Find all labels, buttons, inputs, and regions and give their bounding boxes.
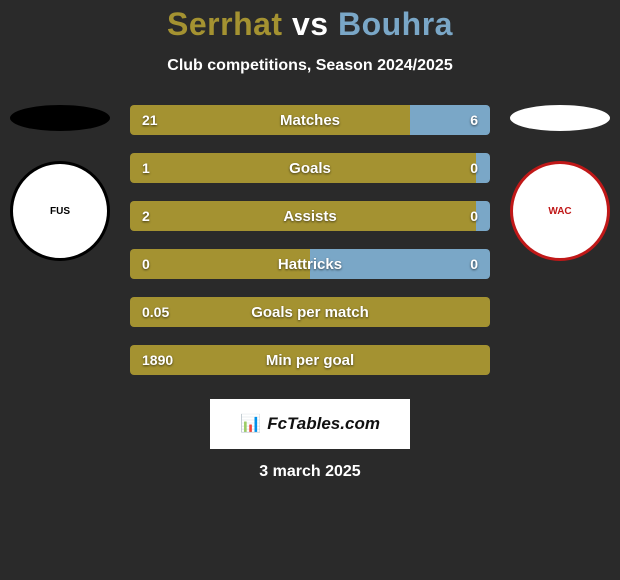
bar-row: Hattricks00 — [130, 249, 490, 279]
chart-icon: 📊 — [240, 414, 261, 434]
bar-seg-right — [410, 105, 490, 135]
bar-row: Matches216 — [130, 105, 490, 135]
title-right: Bouhra — [338, 6, 453, 42]
team-right-name: WAC — [548, 206, 571, 217]
team-right-oval — [510, 105, 610, 131]
bars-container: Matches216 Goals10 Assists20 Hattricks00 Goa… — [130, 105, 490, 375]
brand-text: FcTables.com — [267, 414, 380, 434]
team-left-name: FUS — [50, 206, 70, 217]
subtitle: Club competitions, Season 2024/2025 — [0, 57, 620, 75]
bar-seg-left — [130, 297, 490, 327]
bar-seg-left — [130, 249, 310, 279]
title-vs: vs — [283, 6, 338, 42]
bar-row: Assists20 — [130, 201, 490, 231]
bar-seg-left — [130, 345, 490, 375]
title-left: Serrhat — [167, 6, 283, 42]
bar-seg-right — [476, 201, 490, 231]
bar-seg-left — [130, 153, 476, 183]
comparison-card: Serrhat vs Bouhra Club competitions, Sea… — [0, 0, 620, 580]
team-right-crest: WAC — [510, 161, 610, 261]
brand-box[interactable]: 📊 FcTables.com — [210, 399, 410, 449]
bar-seg-left — [130, 105, 410, 135]
team-right-badge: WAC — [500, 105, 620, 261]
bar-row: Goals10 — [130, 153, 490, 183]
bar-seg-right — [476, 153, 490, 183]
team-left-oval — [10, 105, 110, 131]
date-label: 3 march 2025 — [0, 463, 620, 481]
bar-row: Min per goal1890 — [130, 345, 490, 375]
team-left-badge: FUS — [0, 105, 120, 261]
bar-seg-right — [310, 249, 490, 279]
bar-seg-left — [130, 201, 476, 231]
bar-row: Goals per match0.05 — [130, 297, 490, 327]
chart-area: FUS WAC Matches216 Goals10 Assists20 Hattri… — [0, 105, 620, 375]
page-title: Serrhat vs Bouhra — [0, 6, 620, 43]
team-left-crest: FUS — [10, 161, 110, 261]
